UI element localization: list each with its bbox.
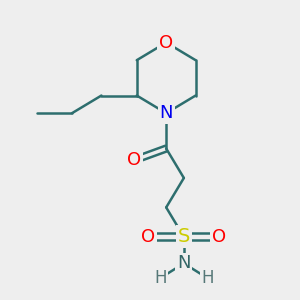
Text: H: H (154, 269, 167, 287)
Text: H: H (201, 269, 214, 287)
Text: N: N (177, 254, 190, 272)
Text: O: O (159, 34, 173, 52)
Text: N: N (159, 104, 173, 122)
Text: S: S (178, 227, 190, 246)
Text: O: O (142, 228, 156, 246)
Text: O: O (212, 228, 226, 246)
Text: O: O (127, 151, 141, 169)
